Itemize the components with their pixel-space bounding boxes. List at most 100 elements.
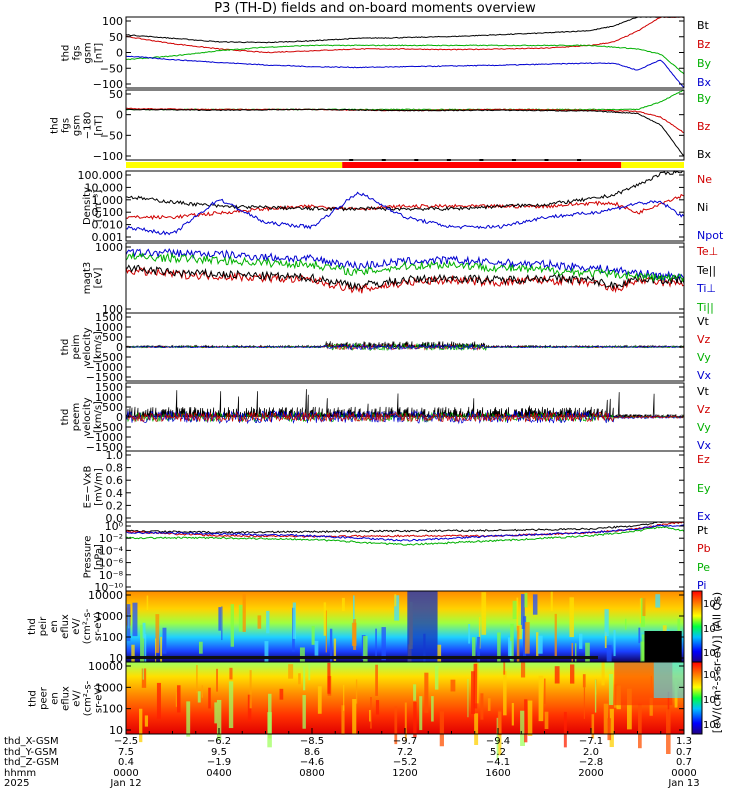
panel-frame-fgs_gsm_m: [125, 89, 685, 161]
spectrogram-streak: [503, 662, 506, 675]
spectrogram-streak: [467, 679, 469, 718]
spectrogram-streak: [352, 595, 355, 642]
spectrogram-streak: [524, 622, 530, 654]
legend-entry: Vy: [697, 351, 711, 364]
spectrogram-gap: [644, 631, 682, 662]
y-axis-label-line: magt3: [82, 261, 93, 295]
spectrogram-streak: [579, 633, 583, 649]
spectrogram-streak: [516, 597, 519, 631]
spectrogram-streak: [667, 691, 670, 726]
spectrogram-streak: [302, 695, 306, 729]
legend-entry: Ni: [697, 201, 709, 214]
spectrogram-streak: [520, 710, 526, 746]
spectrogram-streak: [666, 709, 671, 755]
y-axis-label-line: [km/s]: [93, 331, 104, 363]
y-axis-label-line: thd: [60, 44, 71, 61]
spectrogram-streak: [477, 636, 481, 674]
spectrogram-streak: [517, 624, 522, 640]
y-tick-label: 10⁻⁴: [99, 544, 124, 557]
y-axis-label-line: thd: [49, 116, 60, 134]
x-axis-row-label: hhmm: [4, 767, 37, 779]
spectrogram-streak: [325, 610, 327, 653]
spectrogram-streak: [478, 616, 481, 649]
legend-entry: Bz: [697, 38, 711, 51]
spectrogram-streak: [175, 691, 178, 707]
spectrogram-streak: [201, 685, 204, 698]
spectrogram-peir: [126, 591, 684, 662]
spectrogram-streak: [221, 606, 223, 641]
velocity-trace: [125, 343, 685, 351]
spectrogram-streak: [177, 685, 181, 713]
spectrogram-streak: [544, 678, 546, 704]
spectrogram-streak: [144, 633, 147, 672]
spectrogram-streak: [613, 630, 616, 657]
spectrogram-streak: [156, 682, 161, 719]
spectrogram-streak: [537, 635, 543, 654]
y-tick-label: 100: [102, 631, 123, 644]
y-tick-label: 1.000: [92, 194, 124, 207]
y-axis-label-line: E=−VxB: [82, 465, 93, 508]
spectrogram-streak: [128, 614, 130, 629]
spectrogram-streak: [591, 714, 595, 739]
panel-frame-efield: [125, 450, 685, 523]
spectrogram-streak: [132, 602, 138, 637]
spectrogram-streak: [524, 592, 528, 608]
series-by-line: [126, 44, 685, 75]
spectrogram-streak: [594, 679, 597, 713]
y-tick-label: 50: [109, 88, 123, 101]
x-axis-row-value: 1600: [485, 767, 511, 779]
y-axis-label-line: thd: [60, 338, 71, 356]
spectrogram-streak: [355, 679, 358, 704]
spectrogram-streak: [563, 711, 567, 748]
spectrogram-streak: [249, 670, 252, 709]
legend-entry: Ex: [697, 510, 711, 523]
legend-entry: Ti⊥: [697, 282, 717, 296]
series-ni-line: [125, 170, 684, 212]
y-tick-label: 0: [116, 47, 123, 60]
spectrogram-streak: [216, 699, 222, 741]
y-tick-label: 0: [116, 109, 123, 122]
y-tick-label: 1.0: [106, 449, 124, 462]
spectrogram-streak: [216, 668, 218, 692]
spectrogram-streak: [471, 671, 475, 715]
legend-entry: Vz: [697, 333, 711, 346]
y-tick-label: −1500: [86, 441, 123, 454]
series-pi-line: [125, 524, 685, 542]
y-tick-label: −1000: [86, 361, 123, 374]
spectrogram-streak: [639, 598, 641, 624]
spectrogram-streak: [197, 691, 201, 703]
spectrogram-streak: [394, 706, 398, 745]
spectrogram-streak: [303, 666, 306, 691]
series-bt-line: [125, 16, 685, 44]
spectrogram-streak: [314, 640, 319, 656]
spectrogram-streak: [554, 613, 557, 657]
spectrogram-streak: [503, 671, 507, 716]
x-axis-row-value: 8.6: [304, 746, 320, 758]
legend-entry: Bx: [697, 76, 712, 89]
spectrogram-streak: [375, 700, 380, 715]
spectrogram-streak: [353, 619, 357, 650]
y-tick-label: 10⁻²: [99, 532, 123, 545]
y-tick-label: 500: [102, 401, 123, 414]
legend-entry: Te⊥: [697, 245, 719, 258]
spectrogram-streak: [394, 594, 397, 607]
colorbar-tick-label: 10⁶: [703, 670, 720, 681]
spectrogram-streak: [160, 636, 163, 683]
y-tick-label: 0: [116, 411, 123, 424]
y-axis-label-line: en: [49, 691, 60, 705]
y-axis-label-line: −180: [82, 111, 93, 139]
series-bx-line: [125, 55, 685, 88]
y-axis-label-line: eV/: [71, 689, 82, 707]
spectrogram-streak: [473, 663, 478, 709]
y-tick-label: 1500: [95, 311, 123, 324]
spectrogram-streak: [413, 701, 417, 738]
y-axis-label: thd fgs gsm −180 [nT]: [49, 90, 104, 160]
y-tick-label: −500: [93, 421, 123, 434]
spectrogram-streak: [214, 702, 218, 724]
spectrogram-streak: [582, 674, 586, 688]
spectrogram-streak: [404, 702, 407, 742]
mode-bar-segment: [342, 162, 622, 168]
y-tick-label: 1500: [95, 381, 123, 394]
y-axis-label-line: [km/s]: [93, 401, 104, 433]
spectrogram-streak: [311, 625, 315, 645]
